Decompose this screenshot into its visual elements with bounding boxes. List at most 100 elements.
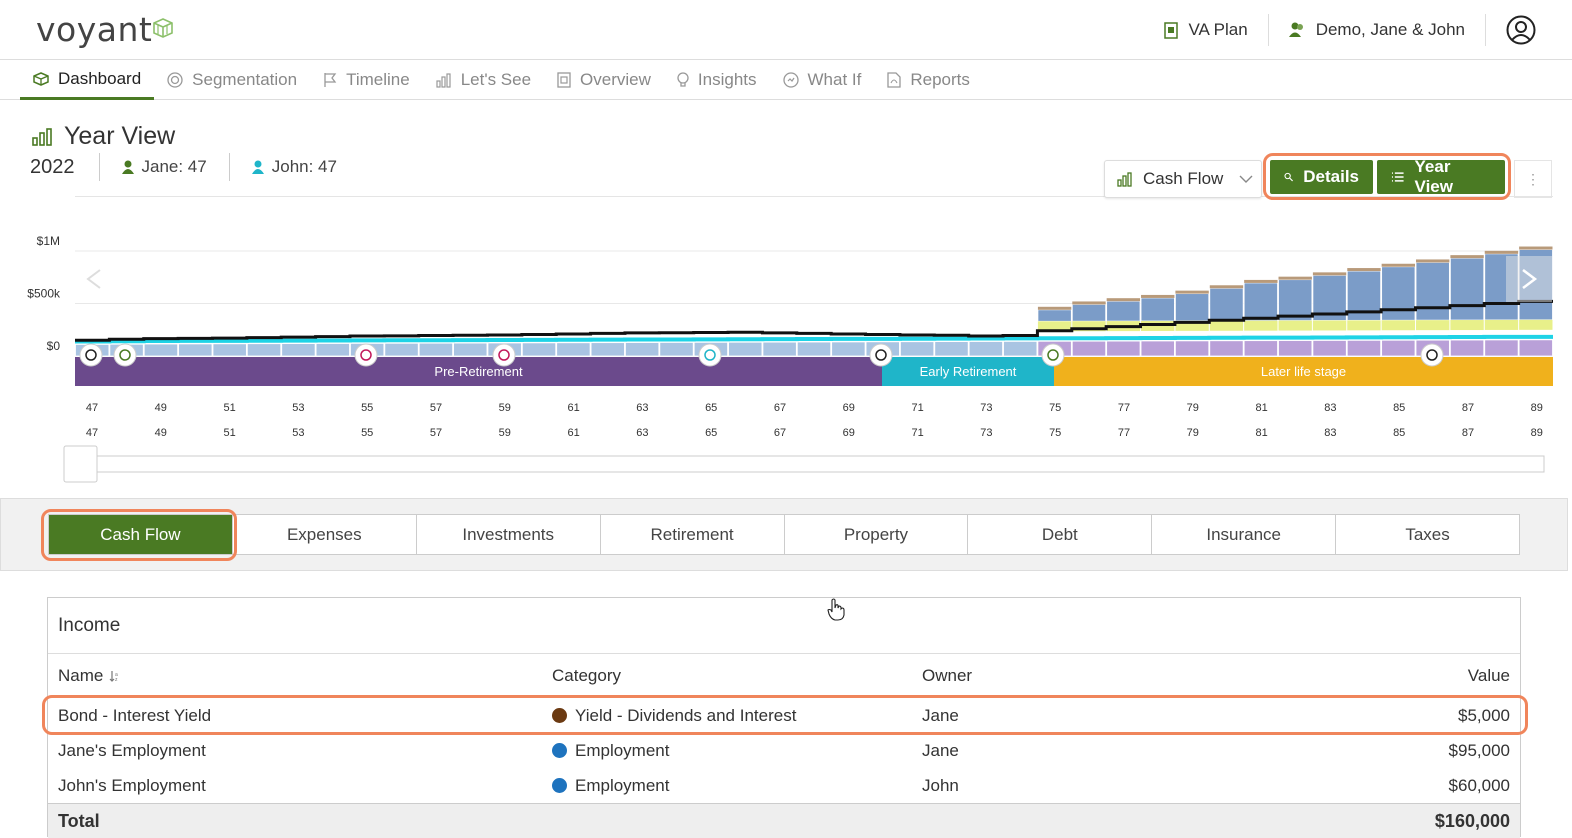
table-row[interactable]: John's Employment Employment John $60,00… [48, 768, 1520, 803]
year-view-button[interactable]: Year View [1377, 157, 1505, 196]
nav-label: Insights [697, 70, 757, 89]
nav-reports[interactable]: Reports [874, 60, 983, 100]
age-label-john: 63 [636, 427, 648, 439]
highlight-frame [42, 695, 1528, 735]
app-logo[interactable]: voyant [36, 10, 153, 49]
nav-label: Reports [910, 70, 970, 89]
event-marker-glyph [1047, 349, 1059, 361]
row-category: Employment [552, 741, 669, 761]
age-label-jane: 87 [1462, 402, 1474, 414]
nav-label: Let's See [460, 70, 532, 89]
life-stage-band [882, 357, 1054, 386]
series-line-black [75, 299, 1553, 342]
row-value: $95,000 [1448, 740, 1510, 760]
category-label: Employment [575, 775, 670, 795]
bar-segment [1037, 321, 1072, 332]
age-label-jane: 71 [911, 402, 923, 414]
highlight-frame [41, 509, 237, 561]
detail-tabs: Cash Flow Expenses Investments Retiremen… [48, 514, 1520, 555]
bar-segment [900, 341, 935, 357]
nav-label: Overview [580, 70, 651, 89]
bar-segment [1312, 272, 1347, 276]
event-marker-glyph [704, 349, 716, 361]
row-category: Yield - Dividends and Interest [552, 706, 796, 726]
nav-dashboard[interactable]: Dashboard [20, 60, 155, 100]
life-stage-label: Early Retirement [920, 364, 1017, 379]
age-label-jane: 89 [1531, 402, 1543, 414]
age-label-jane: 49 [155, 402, 167, 414]
value-column-header[interactable]: Value [1467, 665, 1510, 685]
age-label-jane: 69 [843, 402, 855, 414]
nav-segmentation[interactable]: Segmentation [154, 60, 310, 100]
bar-segment [1003, 341, 1038, 357]
main-nav: Dashboard Segmentation Timeline Let's Se… [0, 60, 1572, 100]
age-label-jane: 85 [1393, 402, 1405, 414]
age-label-jane: 55 [361, 402, 373, 414]
age-label-john: 81 [1255, 427, 1267, 439]
nav-insights[interactable]: Insights [664, 60, 770, 100]
search-icon [1284, 172, 1294, 182]
nav-overview[interactable]: Overview [544, 60, 664, 100]
tab-expenses[interactable]: Expenses [232, 515, 417, 554]
tab-debt[interactable]: Debt [968, 515, 1153, 554]
age-label-john: 79 [1187, 427, 1199, 439]
event-marker-glyph [875, 349, 887, 361]
bar-segment [1449, 257, 1485, 321]
chart-type-select[interactable]: Cash Flow [1104, 160, 1262, 198]
category-column-header[interactable]: Category [552, 665, 621, 685]
segmentation-icon [167, 72, 183, 88]
nav-label: Dashboard [58, 68, 142, 88]
event-marker-icon [354, 343, 378, 367]
age-label-john: 59 [499, 427, 511, 439]
range-slider-handle [63, 445, 98, 483]
user-menu-button[interactable] [1486, 14, 1572, 46]
nav-what-if[interactable]: What If [770, 60, 875, 100]
tab-investments[interactable]: Investments [416, 515, 601, 554]
bar-segment [1140, 297, 1175, 322]
bar-segment [1175, 340, 1210, 357]
event-marker-icon [1420, 343, 1444, 367]
event-marker-icon [79, 343, 103, 367]
more-options-button[interactable]: ⋮ [1514, 160, 1552, 198]
overview-icon [557, 72, 571, 88]
table-row[interactable]: Jane's Employment Employment Jane $95,00… [48, 733, 1520, 768]
tab-cash-flow[interactable]: Cash Flow [49, 515, 233, 554]
tab-retirement[interactable]: Retirement [600, 515, 785, 554]
nav-lets-see[interactable]: Let's See [423, 60, 544, 100]
bar-segment [1175, 320, 1209, 331]
bar-segment [1416, 259, 1450, 263]
tab-insurance[interactable]: Insurance [1152, 515, 1337, 554]
category-dot-icon [552, 743, 567, 758]
svg-text:z: z [115, 677, 118, 682]
nav-label: Segmentation [192, 70, 298, 89]
chart-next-arrow-icon [1522, 269, 1538, 289]
client-selector[interactable]: Demo, Jane & John [1269, 14, 1485, 46]
row-owner: Jane [922, 705, 959, 725]
tab-taxes[interactable]: Taxes [1336, 515, 1519, 554]
age-label-jane: 59 [499, 402, 511, 414]
bar-segment [1106, 300, 1141, 322]
range-slider-track [96, 455, 1545, 473]
sort-icon: az [109, 670, 118, 682]
age-label-jane: 79 [1187, 402, 1199, 414]
bar-segment [1072, 301, 1106, 305]
person-icon [121, 160, 134, 174]
age-label-jane: 57 [430, 402, 442, 414]
table-row[interactable]: Bond - Interest Yield Yield - Dividends … [48, 698, 1520, 733]
bar-segment [1312, 340, 1347, 357]
user-account-icon [1506, 15, 1536, 45]
tab-property[interactable]: Property [784, 515, 969, 554]
bar-segment [521, 342, 557, 357]
details-button[interactable]: Details [1270, 160, 1373, 194]
chevron-down-icon [1239, 175, 1253, 183]
owner-column-header[interactable]: Owner [922, 665, 973, 685]
age-label-john: 85 [1393, 427, 1405, 439]
nav-timeline[interactable]: Timeline [310, 60, 423, 100]
age-label-john: 57 [430, 427, 442, 439]
bar-segment [281, 343, 316, 357]
bar-segment [1312, 320, 1347, 331]
household-summary: 2022 Jane: 47 John: 47 [30, 152, 359, 182]
plan-selector[interactable]: VA Plan [1144, 14, 1267, 46]
